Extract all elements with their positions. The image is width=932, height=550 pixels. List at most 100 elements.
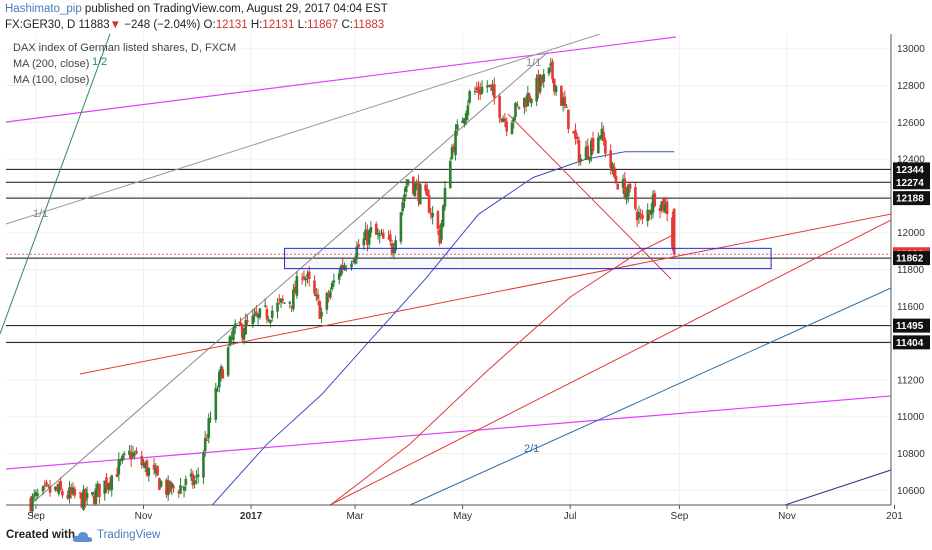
- candle: [464, 110, 468, 126]
- high-value: 12131: [262, 19, 295, 31]
- candle: [426, 183, 429, 197]
- candle: [597, 132, 600, 154]
- legend-ma200[interactable]: MA (200, close): [13, 58, 89, 70]
- candle-body: [78, 492, 82, 494]
- author-link[interactable]: Hashimato_pip: [5, 3, 82, 15]
- candle: [154, 463, 158, 478]
- candle-body: [306, 274, 309, 278]
- candle: [191, 470, 195, 489]
- candle: [498, 93, 501, 124]
- candle: [337, 268, 341, 285]
- candle: [177, 489, 181, 499]
- candle: [193, 475, 196, 489]
- candle: [258, 307, 262, 320]
- support-zone[interactable]: [284, 247, 772, 270]
- candle: [547, 67, 551, 77]
- candle: [653, 190, 657, 208]
- legend-ma100[interactable]: MA (100, close): [13, 74, 89, 86]
- candle: [306, 270, 309, 284]
- candle: [646, 203, 650, 227]
- candle-body: [641, 214, 644, 219]
- candle-body: [401, 202, 404, 212]
- candle-body: [461, 120, 464, 123]
- candle-body: [140, 455, 144, 466]
- candle: [401, 198, 404, 216]
- candle-body: [609, 150, 612, 168]
- candle: [166, 475, 170, 501]
- candle: [184, 475, 188, 492]
- candle-body: [572, 131, 575, 134]
- candle-body: [316, 294, 320, 300]
- candle: [66, 490, 70, 501]
- candle: [491, 79, 494, 96]
- candle: [71, 482, 75, 496]
- tradingview-brand[interactable]: TradingView: [97, 529, 161, 541]
- candle: [307, 266, 311, 287]
- time-axis[interactable]: Sep Nov 2017 Mar May Jul Sep Nov 201: [27, 505, 903, 522]
- candle-body: [627, 184, 630, 197]
- last-price: 11883: [78, 19, 110, 31]
- price-tick-label: 12600: [897, 118, 925, 129]
- candle-body: [129, 452, 133, 460]
- candle-body: [122, 453, 126, 456]
- candle-body: [233, 323, 237, 329]
- candle-body: [302, 276, 306, 279]
- candle: [218, 369, 221, 393]
- candle: [369, 221, 373, 238]
- candle: [364, 222, 367, 241]
- published-text: published on TradingView.com, August 29,…: [84, 3, 388, 15]
- candle: [168, 480, 172, 494]
- candle: [399, 211, 403, 245]
- candle: [145, 458, 149, 478]
- candle: [665, 198, 669, 222]
- candle: [514, 101, 517, 121]
- candle-body: [664, 203, 667, 213]
- candle-body: [214, 387, 218, 420]
- candle: [159, 479, 163, 488]
- candle-body: [602, 132, 605, 141]
- trendlines: [0, 34, 892, 506]
- high-label: H:: [250, 19, 263, 31]
- candle-body: [304, 278, 308, 281]
- candle: [452, 143, 456, 153]
- candle-body: [438, 229, 441, 244]
- candle: [616, 182, 620, 190]
- candle: [575, 132, 579, 144]
- candle-body: [290, 305, 293, 307]
- candle: [403, 187, 406, 209]
- gray-fan-line-steep: [29, 51, 549, 506]
- price-badge: 11404: [893, 335, 930, 350]
- gray-fan-line: [5, 34, 601, 225]
- candle-body: [263, 305, 267, 307]
- candle-body: [277, 299, 281, 301]
- candle: [478, 82, 482, 100]
- candle: [355, 241, 359, 264]
- candle: [635, 208, 639, 227]
- candle: [232, 326, 235, 346]
- candle: [57, 481, 61, 497]
- candle-body: [574, 130, 577, 139]
- candle-body: [142, 464, 145, 466]
- candle-body: [473, 91, 477, 93]
- candle: [263, 298, 267, 308]
- candle: [180, 486, 184, 488]
- candle: [535, 74, 538, 107]
- candle: [362, 231, 366, 250]
- candle-body: [427, 195, 431, 213]
- candle-body: [586, 145, 590, 159]
- price-tick-label: 12800: [897, 81, 925, 92]
- candle-body: [658, 208, 662, 212]
- candle: [281, 295, 285, 304]
- symbol-label[interactable]: FX:GER30, D: [5, 19, 76, 31]
- fan-label: 1/1: [526, 57, 541, 69]
- candle: [639, 208, 642, 221]
- price-chart[interactable]: 1/21/11/12/1 106001080011000112001140011…: [0, 34, 932, 524]
- candle-body: [614, 175, 618, 182]
- time-tick-label: Nov: [778, 511, 796, 522]
- candle: [549, 57, 553, 73]
- candle: [80, 492, 84, 509]
- candle-body: [133, 454, 136, 456]
- price-axis[interactable]: 1060010800110001120011400116001180012000…: [897, 44, 925, 497]
- candle: [277, 294, 281, 305]
- candle-body: [177, 491, 181, 494]
